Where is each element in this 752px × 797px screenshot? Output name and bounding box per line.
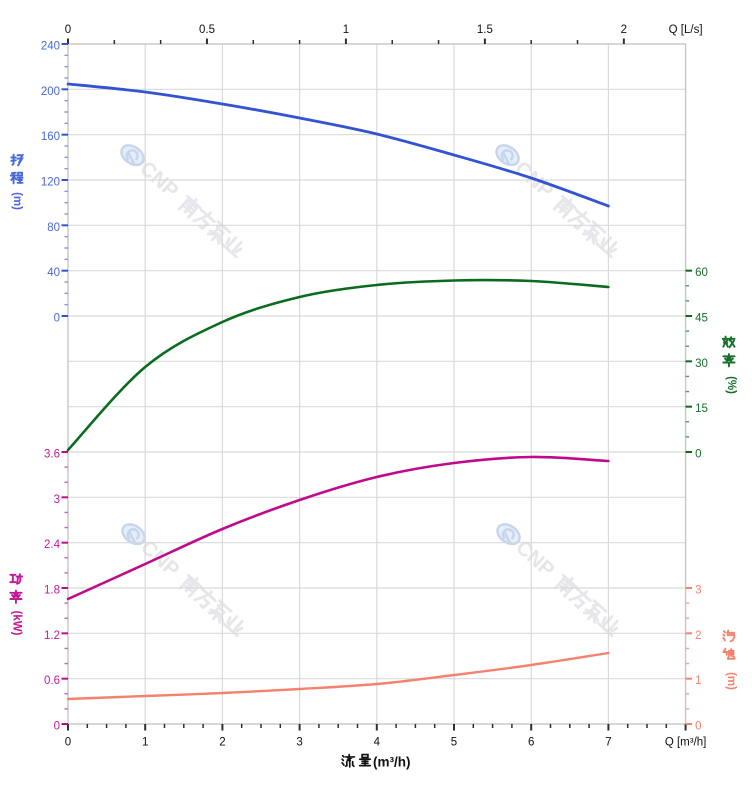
svg-text:200: 200 [41, 86, 60, 98]
svg-text:3.6: 3.6 [44, 449, 60, 461]
svg-text:0: 0 [695, 721, 701, 733]
svg-text:(m): (m) [11, 192, 23, 210]
svg-text:(%): (%) [725, 376, 737, 394]
svg-text:6: 6 [528, 737, 534, 749]
svg-text:15: 15 [695, 403, 708, 415]
svg-text:0.6: 0.6 [44, 675, 60, 687]
svg-text:3: 3 [296, 737, 302, 749]
svg-text:1.2: 1.2 [44, 630, 60, 642]
svg-text:4: 4 [374, 737, 381, 749]
svg-text:0: 0 [65, 737, 71, 749]
svg-text:0: 0 [695, 449, 701, 461]
svg-text:3: 3 [54, 494, 60, 506]
svg-text:(kW): (kW) [10, 611, 22, 636]
svg-text:120: 120 [41, 177, 60, 189]
svg-text:1: 1 [695, 675, 701, 687]
svg-text:2.4: 2.4 [44, 539, 61, 551]
svg-text:7: 7 [605, 737, 611, 749]
svg-text:Q [m³/h]: Q [m³/h] [665, 737, 707, 749]
svg-text:0.5: 0.5 [199, 24, 215, 36]
svg-text:Q [L/s]: Q [L/s] [669, 24, 703, 36]
svg-text:0: 0 [54, 313, 60, 325]
svg-text:80: 80 [47, 222, 60, 234]
svg-text:1: 1 [343, 24, 349, 36]
svg-text:30: 30 [695, 358, 708, 370]
svg-text:160: 160 [41, 131, 60, 143]
svg-text:3: 3 [695, 585, 701, 597]
svg-text:(m): (m) [725, 672, 737, 690]
svg-text:1: 1 [142, 737, 148, 749]
svg-text:60: 60 [695, 267, 708, 279]
svg-text:2: 2 [695, 630, 701, 642]
svg-text:2: 2 [219, 737, 225, 749]
svg-text:0: 0 [54, 721, 60, 733]
svg-text:1.5: 1.5 [477, 24, 493, 36]
svg-text:5: 5 [451, 737, 457, 749]
svg-text:1.8: 1.8 [44, 585, 60, 597]
svg-text:2: 2 [621, 24, 627, 36]
svg-text:(m³/h): (m³/h) [373, 755, 411, 770]
svg-text:240: 240 [41, 41, 60, 53]
svg-text:45: 45 [695, 313, 708, 325]
svg-text:40: 40 [47, 267, 60, 279]
svg-text:0: 0 [65, 24, 71, 36]
